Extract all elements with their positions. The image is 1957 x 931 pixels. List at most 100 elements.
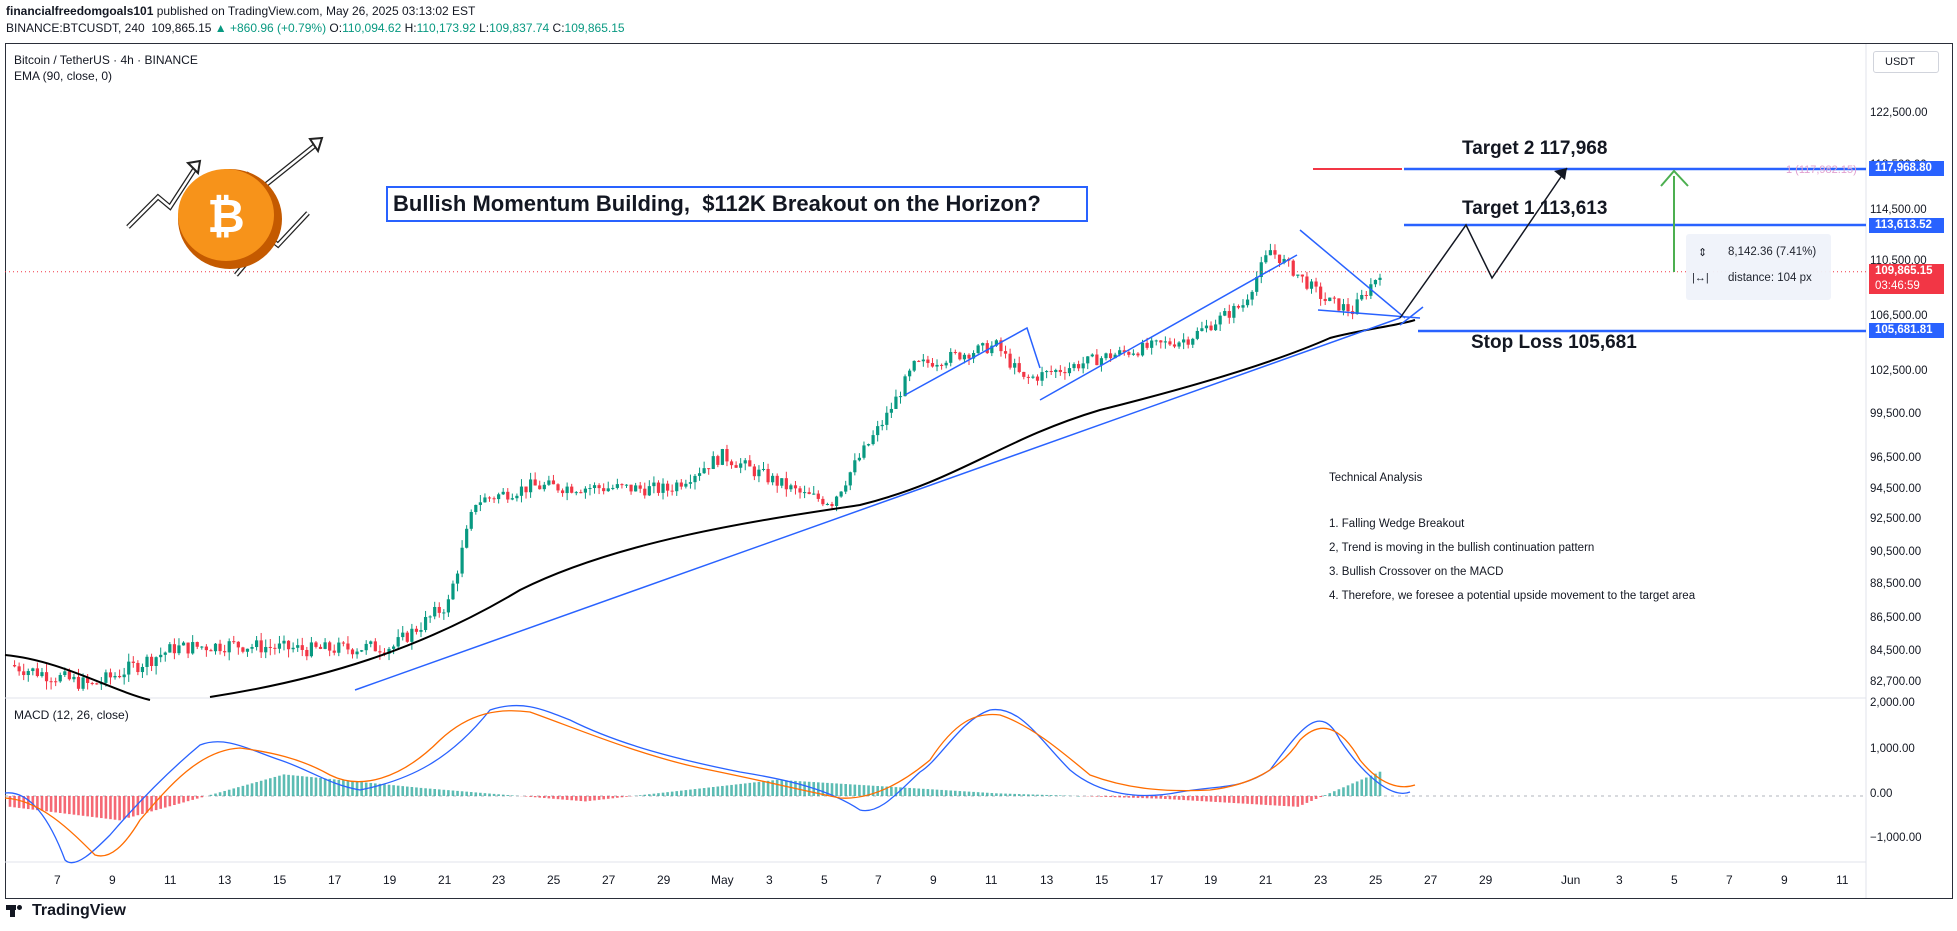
macd-bar bbox=[342, 780, 345, 796]
candle-body bbox=[538, 485, 542, 490]
macd-bar bbox=[451, 790, 455, 796]
macd-bar bbox=[1022, 794, 1026, 796]
candle-body bbox=[1026, 376, 1030, 378]
macd-bar bbox=[1077, 796, 1080, 797]
macd-bar bbox=[374, 783, 377, 796]
candle-body bbox=[113, 675, 117, 678]
candle-body bbox=[437, 606, 441, 613]
target2-label[interactable]: Target 2 117,968 bbox=[1462, 138, 1608, 159]
macd-bar bbox=[766, 780, 770, 796]
macd-bar bbox=[638, 795, 642, 796]
macd-bar bbox=[492, 793, 496, 796]
wedge-lower-line bbox=[1317, 309, 1421, 319]
macd-bar bbox=[442, 789, 446, 796]
macd-bar bbox=[428, 788, 432, 796]
time-axis-label: 15 bbox=[1095, 873, 1109, 887]
candle-body bbox=[967, 354, 971, 359]
candle-body bbox=[1003, 351, 1008, 354]
macd-bar bbox=[1141, 796, 1144, 799]
macd-bar bbox=[835, 783, 838, 796]
time-axis-label: 5 bbox=[1671, 873, 1678, 887]
macd-bar bbox=[1296, 796, 1300, 807]
macd-bar bbox=[118, 796, 121, 821]
candle-body bbox=[172, 644, 176, 654]
candle-body bbox=[136, 662, 140, 673]
tradingview-logo[interactable]: TradingView bbox=[6, 902, 126, 920]
candle-body bbox=[177, 645, 181, 654]
candle-body bbox=[885, 412, 889, 425]
macd-legend[interactable]: MACD (12, 26, close) bbox=[14, 708, 129, 722]
target1-label[interactable]: Target 1 113,613 bbox=[1462, 198, 1608, 219]
time-axis-label: 11 bbox=[164, 873, 177, 887]
macd-bar bbox=[967, 791, 971, 796]
breakout-line bbox=[1399, 306, 1424, 326]
candle-body bbox=[757, 469, 761, 477]
analysis-point-2: 2, Trend is moving in the bullish contin… bbox=[1329, 542, 1595, 554]
macd-bar bbox=[1159, 796, 1163, 799]
candle-body bbox=[588, 488, 592, 490]
macd-bar bbox=[460, 791, 464, 796]
price-axis-label: 122,500.00 bbox=[1870, 107, 1928, 119]
macd-bar bbox=[145, 796, 149, 813]
candle-body bbox=[944, 362, 948, 366]
currency-button[interactable]: USDT bbox=[1873, 51, 1939, 73]
candle-body bbox=[63, 671, 67, 676]
candle-body bbox=[268, 646, 272, 648]
chart-frame[interactable] bbox=[5, 43, 1953, 899]
measure-tooltip[interactable]: ⇕ 8,142.36 (7.41%) |↔| distance: 104 px bbox=[1686, 234, 1831, 300]
candle-body bbox=[1122, 350, 1126, 352]
ema-legend[interactable]: EMA (90, close, 0) bbox=[14, 69, 113, 83]
author-name[interactable]: financialfreedomgoals101 bbox=[6, 4, 154, 18]
macd-bar bbox=[1168, 796, 1172, 800]
candle-body bbox=[1245, 299, 1250, 306]
macd-bar bbox=[593, 796, 596, 801]
macd-bar bbox=[109, 796, 112, 820]
macd-bar bbox=[538, 796, 542, 798]
candle-body bbox=[903, 376, 907, 397]
stop-loss-label[interactable]: Stop Loss 105,681 bbox=[1471, 332, 1637, 353]
close-value: 109,865.15 bbox=[564, 21, 625, 35]
candle-body bbox=[798, 488, 802, 493]
macd-bar bbox=[1182, 796, 1185, 801]
candle-body bbox=[72, 676, 76, 680]
macd-bar bbox=[807, 781, 811, 796]
candle-body bbox=[1072, 364, 1076, 369]
open-value: 110,094.62 bbox=[342, 21, 402, 35]
macd-bar bbox=[488, 793, 491, 796]
headline-box[interactable]: Bullish Momentum Building, $112K Breakou… bbox=[386, 186, 1088, 222]
time-axis-label: 3 bbox=[1616, 873, 1623, 887]
macd-bar bbox=[163, 796, 167, 808]
macd-bar bbox=[922, 788, 925, 796]
candle-body bbox=[638, 485, 642, 489]
candle-body bbox=[780, 478, 784, 486]
tradingview-mark-icon bbox=[6, 905, 28, 917]
candle-body bbox=[752, 466, 756, 477]
macd-bar bbox=[771, 780, 774, 796]
macd-bar bbox=[1264, 796, 1268, 805]
candle-body bbox=[154, 657, 158, 666]
candle-body bbox=[1113, 354, 1117, 359]
macd-bar bbox=[1031, 794, 1035, 796]
candle-body bbox=[971, 353, 976, 359]
candle-body bbox=[542, 484, 546, 490]
candle-body bbox=[1232, 305, 1236, 318]
macd-bar bbox=[680, 790, 683, 796]
candle-body bbox=[497, 494, 501, 500]
macd-bar bbox=[13, 796, 16, 808]
candle-body bbox=[1355, 299, 1359, 315]
macd-bar bbox=[867, 785, 870, 796]
candle-body bbox=[834, 496, 839, 506]
macd-bar bbox=[625, 796, 628, 797]
candle-body bbox=[478, 502, 482, 505]
macd-bar bbox=[789, 780, 793, 796]
symbol-title[interactable]: Bitcoin / TetherUS · 4h · BINANCE bbox=[14, 53, 198, 67]
candle-body bbox=[277, 643, 282, 649]
macd-bar bbox=[511, 795, 514, 796]
macd-bar bbox=[31, 796, 35, 810]
macd-axis-label: 1,000.00 bbox=[1870, 743, 1915, 755]
time-axis-label: 13 bbox=[218, 873, 232, 887]
candle-body bbox=[506, 491, 510, 500]
macd-bar bbox=[648, 794, 651, 796]
candle-body bbox=[200, 646, 204, 648]
